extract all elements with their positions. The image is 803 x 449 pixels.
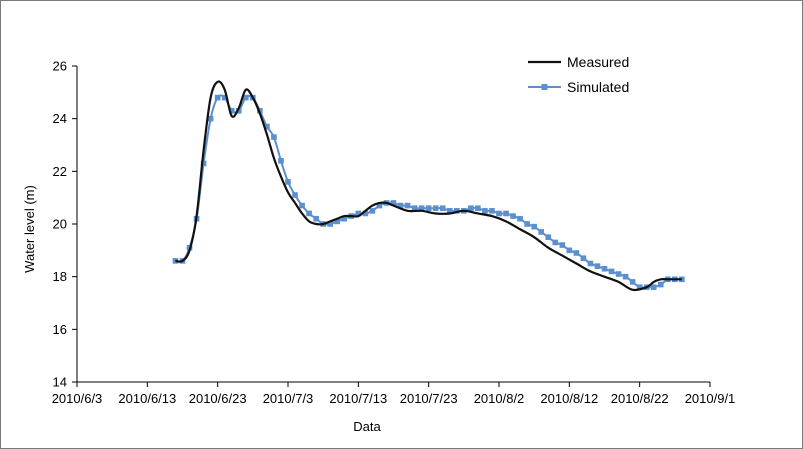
x-tick-label: 2010/8/2 xyxy=(474,391,525,406)
data-point-simulated xyxy=(341,215,348,222)
data-point-simulated xyxy=(425,205,432,211)
x-tick-label: 2010/7/3 xyxy=(263,391,314,406)
legend-label-measured: Measured xyxy=(567,54,629,70)
legend-marker-simulated xyxy=(541,84,548,90)
data-point-simulated xyxy=(594,263,601,269)
y-tick-label: 22 xyxy=(53,164,67,179)
series-line-simulated xyxy=(175,94,682,289)
data-point-simulated xyxy=(214,94,221,101)
data-point-simulated xyxy=(404,202,411,209)
x-axis-title: Data xyxy=(353,419,381,434)
x-tick-label: 2010/7/23 xyxy=(400,391,458,406)
data-point-simulated xyxy=(496,210,502,217)
data-point-simulated xyxy=(657,281,664,288)
x-tick-label: 2010/8/22 xyxy=(611,391,669,406)
data-point-simulated xyxy=(306,210,312,217)
data-point-simulated xyxy=(228,107,235,114)
data-point-simulated xyxy=(531,223,537,230)
data-point-simulated xyxy=(489,208,495,214)
data-point-simulated xyxy=(362,210,369,217)
legend-label-simulated: Simulated xyxy=(567,79,629,95)
legend: Measured Simulated xyxy=(528,54,629,95)
y-tick-label: 18 xyxy=(53,269,67,284)
data-point-simulated xyxy=(327,221,333,227)
data-point-simulated xyxy=(369,208,376,214)
data-point-simulated xyxy=(243,94,249,101)
data-point-simulated xyxy=(390,200,397,206)
data-point-simulated xyxy=(468,205,474,211)
data-point-simulated xyxy=(397,202,404,209)
data-point-simulated xyxy=(207,115,214,122)
data-point-simulated xyxy=(411,205,418,211)
data-point-simulated xyxy=(475,205,481,211)
data-point-simulated xyxy=(446,208,453,214)
x-tick-label: 2010/9/1 xyxy=(685,391,736,406)
data-point-simulated xyxy=(615,271,622,277)
data-point-simulated xyxy=(200,160,207,167)
data-point-simulated xyxy=(650,284,657,290)
data-point-simulated xyxy=(334,218,341,225)
x-tick-label: 2010/6/3 xyxy=(52,391,103,406)
data-point-simulated xyxy=(221,94,228,101)
y-tick-label: 16 xyxy=(53,322,67,337)
data-point-simulated xyxy=(235,107,242,114)
data-point-simulated xyxy=(454,208,460,214)
y-tick-label: 20 xyxy=(53,217,67,232)
data-point-simulated xyxy=(355,210,362,217)
data-point-simulated xyxy=(538,229,544,235)
data-point-simulated xyxy=(629,279,636,285)
y-axis-title: Water level (m) xyxy=(22,185,37,273)
series-line-measured xyxy=(175,80,682,292)
data-point-simulated xyxy=(636,284,643,290)
data-point-simulated xyxy=(587,260,594,267)
x-tick-label: 2010/6/13 xyxy=(118,391,176,406)
data-point-simulated xyxy=(376,202,383,209)
data-point-simulated xyxy=(271,134,277,140)
data-point-simulated xyxy=(439,205,446,211)
x-tick-label: 2010/6/23 xyxy=(189,391,247,406)
data-point-simulated xyxy=(573,250,580,256)
y-tick-label: 24 xyxy=(53,111,67,126)
data-point-simulated xyxy=(482,208,488,214)
axes xyxy=(76,66,710,383)
data-point-simulated xyxy=(264,123,270,130)
y-tick-label: 14 xyxy=(53,375,67,390)
data-point-simulated xyxy=(418,205,425,211)
data-point-simulated xyxy=(559,242,566,248)
data-point-simulated xyxy=(517,215,523,222)
data-point-simulated xyxy=(292,192,298,198)
data-point-simulated xyxy=(524,221,530,227)
data-point-simulated xyxy=(299,202,305,209)
data-point-simulated xyxy=(285,179,291,185)
data-point-simulated xyxy=(278,158,284,164)
data-point-simulated xyxy=(580,255,587,262)
data-point-simulated xyxy=(510,213,516,219)
data-point-simulated xyxy=(313,215,319,222)
data-point-simulated xyxy=(601,265,608,272)
x-tick-label: 2010/7/13 xyxy=(329,391,387,406)
data-point-simulated xyxy=(545,234,552,240)
x-tick-label: 2010/8/12 xyxy=(540,391,598,406)
series-layer xyxy=(172,80,685,292)
data-point-simulated xyxy=(608,268,615,275)
data-point-simulated xyxy=(503,210,509,217)
data-point-simulated xyxy=(552,239,559,246)
data-point-simulated xyxy=(622,273,629,280)
y-tick-label: 26 xyxy=(53,59,67,74)
tick-labels: 14 16 18 20 22 24 26 2010/6/3 2010/6/13 2010/6/23… xyxy=(52,59,736,407)
data-point-simulated xyxy=(432,205,439,211)
data-point-simulated xyxy=(566,247,573,254)
